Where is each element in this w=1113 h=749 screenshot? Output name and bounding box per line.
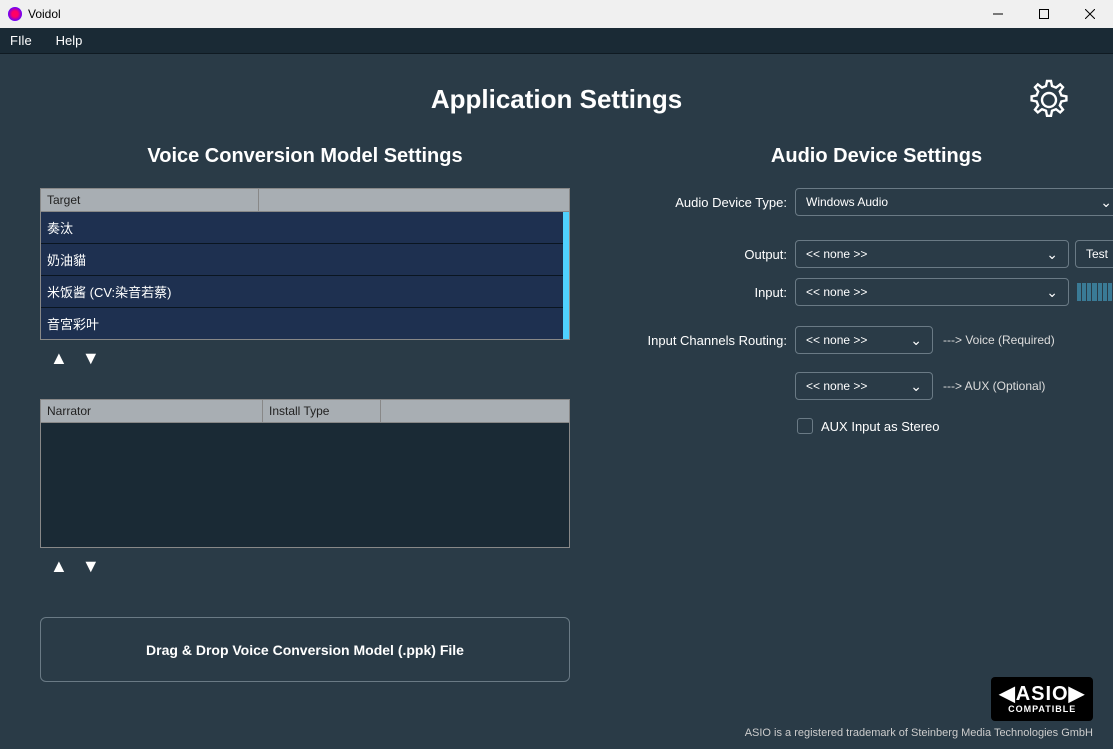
target-up-button[interactable]: ▲ [50,348,68,369]
window-title: Voidol [28,7,61,21]
narrator-table-header: Narrator Install Type [40,399,570,423]
routing-label: Input Channels Routing: [630,333,795,348]
chevron-down-icon: ⌄ [1046,284,1058,301]
list-item[interactable]: 奶油貓 [41,244,569,276]
device-type-select[interactable]: Windows Audio ⌄ [795,188,1113,216]
list-item[interactable]: 音宮彩叶 [41,308,569,340]
drop-zone[interactable]: Drag & Drop Voice Conversion Model (.ppk… [40,617,570,682]
voice-section-title: Voice Conversion Model Settings [40,145,570,168]
target-down-button[interactable]: ▼ [82,348,100,369]
chevron-down-icon: ⌄ [1046,246,1058,263]
titlebar: Voidol [0,0,1113,28]
menu-file[interactable]: FIle [10,33,32,48]
page-title-row: Application Settings [40,84,1073,115]
voice-settings-column: Voice Conversion Model Settings Target 奏… [40,145,570,682]
narrator-header-cell: Narrator [41,400,263,422]
asio-badge-bottom: COMPATIBLE [999,705,1085,715]
device-type-row: Audio Device Type: Windows Audio ⌄ [630,188,1113,216]
page-title: Application Settings [431,84,682,115]
routing-voice-select[interactable]: << none >> ⌄ [795,326,933,354]
window-controls [975,0,1113,28]
titlebar-left: Voidol [8,7,61,21]
asio-badge: ◀ASIO▶ COMPATIBLE [991,677,1093,721]
narrator-list[interactable] [40,423,570,548]
chevron-down-icon: ⌄ [1100,194,1112,211]
test-button-label: Test [1086,247,1108,261]
gear-icon[interactable] [1025,76,1073,129]
narrator-up-button[interactable]: ▲ [50,556,68,577]
routing-aux-value: << none >> [806,379,867,393]
aux-stereo-row: AUX Input as Stereo [797,418,1113,434]
aux-stereo-checkbox[interactable] [797,418,813,434]
asio-badge-top: ◀ASIO▶ [999,683,1085,705]
target-table-header: Target [40,188,570,212]
device-type-value: Windows Audio [806,195,888,209]
routing-voice-row: Input Channels Routing: << none >> ⌄ ---… [630,326,1113,354]
narrator-header-spacer [381,400,569,422]
menu-help[interactable]: Help [56,33,83,48]
audio-settings-column: Audio Device Settings Audio Device Type:… [630,145,1113,682]
chevron-down-icon: ⌄ [910,332,922,349]
input-select[interactable]: << none >> ⌄ [795,278,1069,306]
minimize-button[interactable] [975,0,1021,28]
app-icon [8,7,22,21]
input-row: Input: << none >> ⌄ [630,278,1113,306]
aux-stereo-label: AUX Input as Stereo [821,419,940,434]
close-button[interactable] [1067,0,1113,28]
narrator-down-button[interactable]: ▼ [82,556,100,577]
routing-aux-select[interactable]: << none >> ⌄ [795,372,933,400]
content: Application Settings Voice Conversion Mo… [0,54,1113,749]
output-row: Output: << none >> ⌄ Test [630,240,1113,268]
footer: ◀ASIO▶ COMPATIBLE ASIO is a registered t… [745,677,1093,739]
routing-voice-desc: ---> Voice (Required) [943,333,1055,347]
target-header-spacer [259,189,569,211]
input-value: << none >> [806,285,867,299]
routing-group: Input Channels Routing: << none >> ⌄ ---… [630,326,1113,434]
trademark-text: ASIO is a registered trademark of Steinb… [745,727,1093,739]
input-label: Input: [630,285,795,300]
test-button[interactable]: Test [1075,240,1113,268]
output-value: << none >> [806,247,867,261]
chevron-down-icon: ⌄ [910,378,922,395]
install-header-cell: Install Type [263,400,381,422]
scrollbar[interactable] [563,212,569,339]
narrator-arrows: ▲ ▼ [40,556,570,577]
target-header-cell: Target [41,189,259,211]
columns: Voice Conversion Model Settings Target 奏… [40,145,1073,682]
audio-section-title: Audio Device Settings [630,145,1113,168]
list-item[interactable]: 奏汰 [41,212,569,244]
menubar: FIle Help [0,28,1113,54]
routing-aux-row: << none >> ⌄ ---> AUX (Optional) [630,372,1113,400]
output-select[interactable]: << none >> ⌄ [795,240,1069,268]
output-label: Output: [630,247,795,262]
maximize-button[interactable] [1021,0,1067,28]
list-item[interactable]: 米饭酱 (CV:染音若蔡) [41,276,569,308]
device-type-label: Audio Device Type: [630,195,795,210]
target-list[interactable]: 奏汰 奶油貓 米饭酱 (CV:染音若蔡) 音宮彩叶 [40,212,570,340]
input-level-meter [1077,283,1113,301]
target-arrows: ▲ ▼ [40,348,570,369]
routing-aux-desc: ---> AUX (Optional) [943,379,1045,393]
routing-voice-value: << none >> [806,333,867,347]
drop-zone-label: Drag & Drop Voice Conversion Model (.ppk… [146,642,464,658]
